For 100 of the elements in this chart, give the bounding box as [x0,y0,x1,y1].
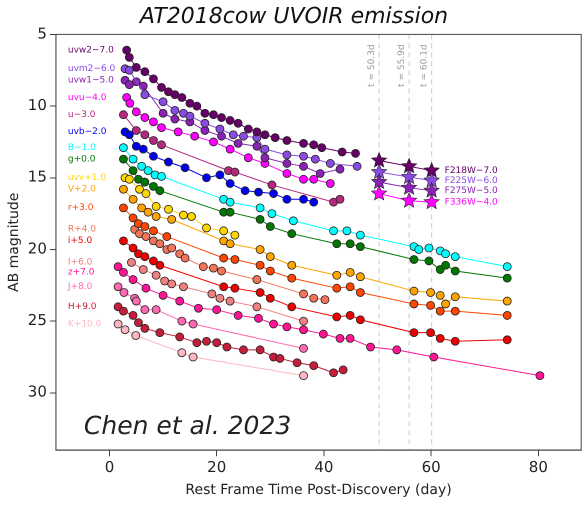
point [144,166,152,176]
series-label: uvv+1.0 [68,173,106,184]
point [190,132,200,141]
point [266,266,275,276]
point [175,296,184,306]
point [212,338,222,348]
point [270,133,280,142]
point [119,154,128,164]
point [266,222,275,231]
point [424,172,440,188]
point [282,136,292,145]
point [155,239,164,248]
point [268,209,276,218]
point [287,260,296,270]
point [192,338,202,348]
point [128,214,138,222]
ref-line-label: t = 60.1d [419,44,430,87]
point [450,336,460,346]
point [371,164,388,179]
point [410,255,418,264]
point [252,128,262,136]
point [310,154,320,164]
point [256,345,265,354]
point [140,113,150,122]
point [167,279,176,288]
point [177,348,186,358]
point [149,136,158,145]
point [450,306,460,316]
point [266,294,275,303]
point [132,62,141,72]
point [356,230,365,240]
point [149,152,158,161]
point [175,332,184,342]
point [157,83,166,92]
x-tick-label: 20 [207,458,226,476]
point [338,148,347,156]
point [114,262,122,272]
point [282,150,292,160]
series-label: uvw1−5.0 [68,76,114,86]
point [142,232,150,241]
point [441,300,450,308]
point [426,300,435,310]
point [256,214,265,224]
point [309,140,318,150]
point [177,93,186,102]
point [282,322,292,332]
point [209,138,218,146]
point [187,212,196,221]
point [216,294,224,303]
point [226,116,234,125]
point [158,97,168,106]
point [288,216,298,226]
point [329,368,338,378]
point [254,188,263,197]
text: B−1.0 [68,143,96,154]
point [234,311,243,320]
point [424,162,440,178]
point [188,320,198,328]
point [155,260,164,270]
point [216,124,224,134]
point [252,275,262,284]
point [162,232,172,241]
point [256,203,265,212]
point [152,305,161,314]
point [316,169,325,178]
text: J+8.0 [66,282,93,292]
point [158,108,168,118]
point [356,315,365,324]
point [149,117,158,126]
point [299,371,308,380]
point [299,344,308,353]
series-label: K+10.0 [68,319,102,330]
point [202,336,211,346]
point [260,144,270,154]
point [318,330,328,338]
point [127,258,136,267]
y-tick-label: 30 [28,382,47,401]
series-label: F336W−4.0 [444,198,498,208]
point [140,252,150,262]
point [450,252,460,262]
point [132,142,141,151]
point [134,318,143,327]
point [228,130,238,140]
point [299,290,308,298]
point [309,294,318,303]
point [239,132,248,141]
point [276,354,284,363]
point [216,170,224,180]
point [185,112,194,121]
point [200,108,210,118]
point [441,260,450,270]
point [177,316,186,326]
point [234,118,243,128]
point [124,66,134,75]
point [332,270,342,280]
point [137,162,146,171]
point [441,249,450,258]
text: r+3.0 [68,203,94,214]
text: g+0.0 [68,154,96,164]
point [212,305,222,314]
